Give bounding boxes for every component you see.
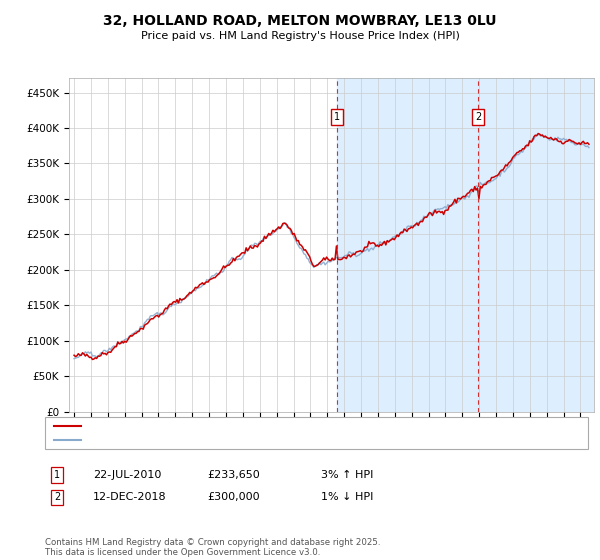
Text: 12-DEC-2018: 12-DEC-2018 xyxy=(93,492,167,502)
Text: 1% ↓ HPI: 1% ↓ HPI xyxy=(321,492,373,502)
Text: 2: 2 xyxy=(475,113,481,123)
Text: HPI: Average price, detached house, Melton: HPI: Average price, detached house, Melt… xyxy=(86,435,300,445)
Text: 3% ↑ HPI: 3% ↑ HPI xyxy=(321,470,373,480)
Text: 32, HOLLAND ROAD, MELTON MOWBRAY, LE13 0LU: 32, HOLLAND ROAD, MELTON MOWBRAY, LE13 0… xyxy=(103,14,497,28)
Text: Contains HM Land Registry data © Crown copyright and database right 2025.
This d: Contains HM Land Registry data © Crown c… xyxy=(45,538,380,557)
Text: 32, HOLLAND ROAD, MELTON MOWBRAY, LE13 0LU (detached house): 32, HOLLAND ROAD, MELTON MOWBRAY, LE13 0… xyxy=(86,421,424,431)
Text: 1: 1 xyxy=(54,470,60,480)
Text: 2: 2 xyxy=(54,492,60,502)
Text: 22-JUL-2010: 22-JUL-2010 xyxy=(93,470,161,480)
Text: Price paid vs. HM Land Registry's House Price Index (HPI): Price paid vs. HM Land Registry's House … xyxy=(140,31,460,41)
Text: £300,000: £300,000 xyxy=(207,492,260,502)
Bar xyxy=(337,78,600,412)
Text: 1: 1 xyxy=(334,113,340,123)
Bar xyxy=(478,78,600,412)
Text: £233,650: £233,650 xyxy=(207,470,260,480)
